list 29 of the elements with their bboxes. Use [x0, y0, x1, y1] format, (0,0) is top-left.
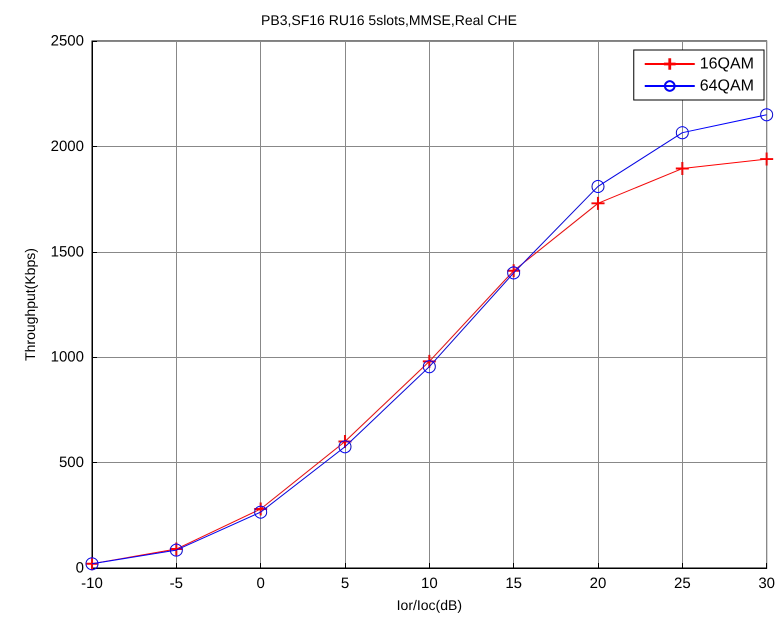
x-tick-label: -5: [170, 575, 184, 592]
x-tick-label: -10: [81, 575, 103, 592]
x-tick-label: 15: [505, 575, 522, 592]
y-tick-label: 0: [76, 560, 84, 576]
x-tick-label: 0: [256, 575, 265, 592]
y-axis-title: Throughput(Kbps): [22, 248, 38, 361]
point: [338, 440, 352, 454]
y-tick-label: 2500: [50, 32, 84, 50]
x-tick-label: 25: [674, 575, 691, 592]
x-tick-label: 30: [758, 575, 775, 592]
point: [591, 196, 604, 210]
x-tick-label: 20: [590, 575, 606, 592]
point: [254, 506, 268, 519]
chart-title: PB3,SF16 RU16 5slots,MMSE,Real CHE: [261, 12, 517, 28]
legend-label: 64QAM: [700, 78, 754, 94]
x-tick-label: 10: [420, 575, 438, 592]
point: [422, 360, 436, 374]
y-tick-label: 2000: [50, 138, 84, 155]
y-tick-label: 1500: [50, 243, 84, 260]
point: [760, 152, 774, 166]
y-tick-label: 1000: [50, 348, 84, 366]
point: [592, 180, 604, 193]
x-tick-label: 5: [340, 575, 350, 592]
x-axis-title: Ior/Ioc(dB): [396, 597, 462, 613]
y-tick-label: 500: [58, 454, 84, 472]
point: [676, 162, 689, 176]
legend-label: 16QAM: [700, 56, 754, 72]
point: [760, 108, 774, 122]
point: [676, 126, 689, 140]
